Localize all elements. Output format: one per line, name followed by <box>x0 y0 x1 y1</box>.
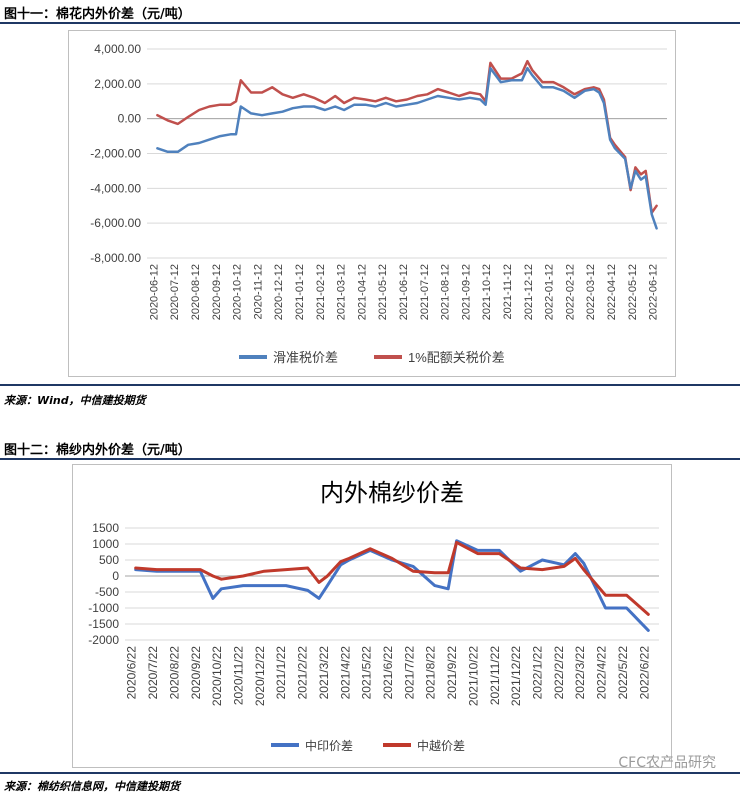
x-tick-label: 2021-11-12 <box>502 264 514 319</box>
x-tick-label: 2021/8/22 <box>424 646 438 700</box>
x-tick-label: 2020/11/22 <box>231 646 245 705</box>
x-tick-label: 2020-11-12 <box>252 264 264 319</box>
figure-12-source: 来源：棉纺织信息网，中信建投期货 <box>4 780 180 793</box>
x-tick-label: 2021/12/22 <box>509 646 523 706</box>
x-tick-label: 2021-07-12 <box>419 264 431 320</box>
x-tick-label: 2021/9/22 <box>445 646 459 700</box>
x-tick-label: 2021/4/22 <box>338 646 352 700</box>
x-tick-label: 2022/4/22 <box>595 646 609 700</box>
chart-title: 内外棉纱价差 <box>320 480 464 507</box>
watermark: CFC农产品研究 <box>618 755 716 771</box>
figure-12-caption-bar: 图十二：棉纱内外价差（元/吨） <box>0 436 740 458</box>
x-tick-label: 2021-06-12 <box>398 264 410 320</box>
x-tick-label: 2022-04-12 <box>606 264 618 320</box>
figure-11-bottom-rule <box>0 384 740 386</box>
x-tick-label: 2020-07-12 <box>169 264 181 320</box>
y-tick-label: -1000 <box>88 601 119 615</box>
series-line-2 <box>134 540 650 616</box>
y-tick-label: 1500 <box>92 521 119 535</box>
y-tick-label: 1000 <box>92 537 119 551</box>
x-tick-label: 2022/5/22 <box>616 646 630 700</box>
y-tick-label: -2,000.00 <box>90 147 141 161</box>
x-tick-label: 2021-04-12 <box>356 264 368 320</box>
x-tick-label: 2021/1/22 <box>274 646 288 700</box>
x-tick-label: 2022-01-12 <box>544 264 556 320</box>
figure-12-bottom-rule <box>0 772 740 774</box>
legend-label-1: 滑准税价差 <box>273 350 338 365</box>
y-tick-label: 0.00 <box>118 112 142 126</box>
y-tick-label: -8,000.00 <box>90 251 141 265</box>
figure-11-caption: 图十一：棉花内外价差（元/吨） <box>4 7 191 22</box>
x-tick-label: 2022-06-12 <box>648 264 660 320</box>
x-tick-label: 2021-09-12 <box>460 264 472 320</box>
x-tick-label: 2021/5/22 <box>360 646 374 700</box>
x-tick-label: 2021-02-12 <box>315 264 327 320</box>
y-tick-label: -500 <box>95 585 119 599</box>
series-line-1 <box>134 539 650 632</box>
x-tick-label: 2020/7/22 <box>146 646 160 700</box>
x-tick-label: 2021-03-12 <box>336 264 348 320</box>
y-tick-label: 500 <box>99 553 119 567</box>
x-tick-label: 2022-05-12 <box>627 264 639 320</box>
x-tick-label: 2022/6/22 <box>637 646 651 700</box>
yarn-spread-chart: 内外棉纱价差 1500 1000 500 0 -500 -1000 -1500 -2000 202… <box>88 480 659 753</box>
x-tick-label: 2020/10/22 <box>210 646 224 706</box>
y-tick-label: -1500 <box>88 617 119 631</box>
figure-11-caption-bar: 图十一：棉花内外价差（元/吨） <box>0 0 740 22</box>
x-tick-label: 2022-03-12 <box>585 264 597 320</box>
legend-label-2: 中越价差 <box>417 738 465 753</box>
series-line-2 <box>156 59 658 214</box>
series-line-1 <box>156 66 658 230</box>
x-tick-label: 2022/2/22 <box>552 646 566 700</box>
x-tick-label: 2021-12-12 <box>523 264 535 320</box>
y-tick-label: 0 <box>112 569 119 583</box>
y-tick-label: -2000 <box>88 633 119 647</box>
x-tick-label: 2022-02-12 <box>564 264 576 320</box>
x-tick-label: 2020-06-12 <box>148 264 160 320</box>
x-tick-label: 2020/9/22 <box>189 646 203 700</box>
x-tick-label: 2021-05-12 <box>377 264 389 320</box>
y-tick-label: -4,000.00 <box>90 181 141 195</box>
x-tick-label: 2021-01-12 <box>294 264 306 320</box>
x-tick-label: 2020-09-12 <box>211 264 223 320</box>
x-tick-label: 2020/6/22 <box>125 646 139 700</box>
legend-label-2: 1%配额关税价差 <box>408 350 505 365</box>
x-tick-label: 2021-08-12 <box>440 264 452 320</box>
x-tick-label: 2021/6/22 <box>381 646 395 700</box>
x-tick-label: 2021/10/22 <box>466 646 480 706</box>
x-tick-label: 2020/12/22 <box>253 646 267 706</box>
x-tick-label: 2021/7/22 <box>402 646 416 700</box>
x-tick-label: 2020/8/22 <box>167 646 181 700</box>
x-tick-label: 2021/3/22 <box>317 646 331 700</box>
x-tick-label: 2021/11/22 <box>488 646 502 705</box>
x-tick-label: 2022/1/22 <box>531 646 545 700</box>
figure-12-top-rule <box>0 458 740 460</box>
figure-12-panel: 内外棉纱价差 1500 1000 500 0 -500 -1000 -1500 -2000 202… <box>72 464 672 768</box>
y-tick-label: 4,000.00 <box>94 42 141 56</box>
cotton-spread-chart: 4,000.00 2,000.00 0.00 -2,000.00 -4,000.00 -6… <box>90 42 667 365</box>
figure-11-panel: 4,000.00 2,000.00 0.00 -2,000.00 -4,000.00 -6… <box>68 30 676 377</box>
x-tick-label: 2020-10-12 <box>232 264 244 320</box>
x-tick-label: 2020-12-12 <box>273 264 285 320</box>
x-tick-label: 2020-08-12 <box>190 264 202 320</box>
figure-11-top-rule <box>0 22 740 24</box>
y-tick-label: -6,000.00 <box>90 216 141 230</box>
figure-11-source: 来源：Wind，中信建投期货 <box>4 394 146 407</box>
x-tick-label: 2022/3/22 <box>573 646 587 700</box>
legend-label-1: 中印价差 <box>305 738 353 753</box>
y-tick-label: 2,000.00 <box>94 77 141 91</box>
x-tick-label: 2021-10-12 <box>481 264 493 320</box>
figure-12-caption: 图十二：棉纱内外价差（元/吨） <box>4 443 191 458</box>
x-tick-label: 2021/2/22 <box>296 646 310 700</box>
